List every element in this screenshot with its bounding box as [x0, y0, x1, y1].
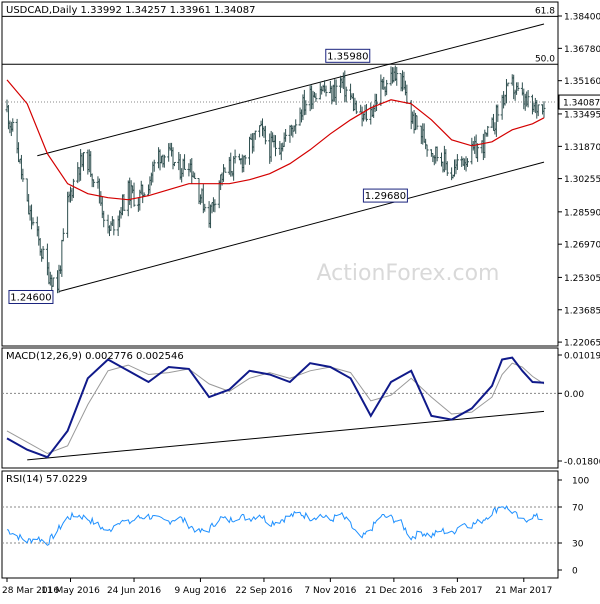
- rsi-line: [6, 505, 543, 546]
- rsi-axis-label: 30: [572, 540, 584, 550]
- rsi-axis-label: 100: [572, 477, 589, 487]
- x-axis-label: 3 Feb 2017: [432, 586, 482, 596]
- channel-lower-line: [58, 161, 545, 292]
- price-annotation-box: [325, 48, 371, 63]
- macd-line: [6, 356, 545, 459]
- x-axis-label: 21 Dec 2016: [365, 586, 423, 596]
- x-axis-label: 9 Aug 2016: [174, 586, 226, 596]
- price-axis-label: 1.23685: [564, 306, 600, 316]
- price-axis-label: 1.33495: [564, 110, 600, 120]
- rsi-panel-title: RSI(14) 57.0229: [6, 474, 87, 485]
- price-axis-label: 1.28590: [564, 208, 600, 218]
- price-axis-label: 1.36780: [564, 45, 600, 55]
- rsi-axis-label: 70: [572, 504, 584, 514]
- macd-panel-frame: [1, 347, 559, 469]
- x-axis-label: 7 Nov 2016: [304, 586, 356, 596]
- price-axis-label: 1.31870: [564, 143, 600, 153]
- price-axis-label: 1.38400: [564, 13, 600, 23]
- channel-upper-line: [37, 23, 545, 157]
- price-panel-title: USDCAD,Daily 1.33992 1.34257 1.33961 1.3…: [6, 5, 256, 16]
- rsi-panel-frame: [1, 470, 559, 579]
- price-annotation-label: 1.35980: [327, 51, 368, 62]
- price-axis-label: 1.26970: [564, 241, 600, 251]
- price-annotation-label: 1.24600: [10, 292, 51, 303]
- last-price-label: 1.34087: [563, 99, 600, 109]
- watermark: ActionForex.com: [317, 261, 500, 286]
- last-price-badge: [558, 94, 600, 110]
- price-panel-frame: [1, 1, 559, 347]
- price-annotation-label: 1.29680: [365, 191, 406, 202]
- macd-trendline: [27, 410, 545, 461]
- fib-level-label: 61.8: [535, 6, 555, 16]
- x-axis-label: 24 Jun 2016: [107, 586, 161, 596]
- macd-panel-title: MACD(12,26,9) 0.002776 0.002546: [6, 351, 184, 362]
- macd-signal-line: [6, 362, 545, 455]
- x-axis-label: 22 Sep 2016: [235, 586, 292, 596]
- x-axis-label: 21 Mar 2017: [495, 586, 552, 596]
- price-axis-label: 1.25305: [564, 274, 600, 284]
- price-axis-label: 1.30255: [564, 175, 600, 185]
- price-axis-label: 1.35160: [564, 77, 600, 87]
- price-annotation-box: [362, 188, 408, 203]
- fib-level-label: 50.0: [535, 54, 555, 64]
- moving-average-line: [6, 79, 545, 201]
- x-axis-label: 11 May 2016: [41, 586, 100, 596]
- price-annotation-box: [8, 289, 54, 304]
- x-axis-label: 28 Mar 2016: [2, 586, 59, 596]
- macd-axis-label: -0.018008: [564, 458, 600, 468]
- rsi-axis-label: 0: [572, 567, 578, 577]
- macd-axis-label: 0.010195: [564, 352, 600, 362]
- macd-axis-label: 0.00: [564, 390, 584, 400]
- price-axis-label: 1.22065: [564, 339, 600, 349]
